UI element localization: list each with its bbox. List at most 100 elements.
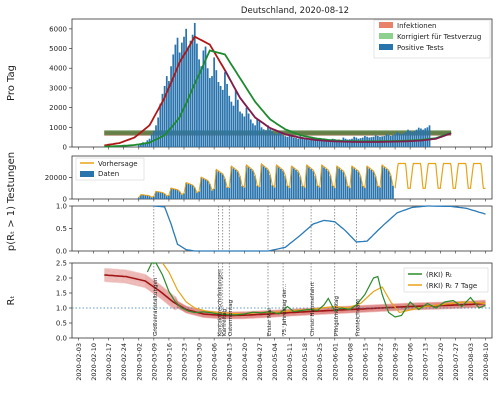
positive-tests-bar <box>327 141 330 147</box>
tests-bar <box>275 165 278 199</box>
tests-bar <box>329 175 332 199</box>
rt-band <box>104 268 486 314</box>
positive-tests-bar <box>415 129 418 147</box>
positive-tests-bar <box>208 78 211 147</box>
x-tick-label: 2020-05-18 <box>301 343 309 381</box>
event-label: Pfingstmontag <box>334 296 340 336</box>
rt-median-line <box>104 274 486 317</box>
y-axis-label: Rₜ <box>6 296 17 306</box>
tests-bar <box>208 183 211 199</box>
tests-bar <box>146 195 149 199</box>
tests-bar <box>320 165 323 199</box>
tests-bar <box>288 187 291 199</box>
positive-tests-bar <box>174 44 177 147</box>
positive-tests-bar <box>273 133 276 147</box>
tests-bar <box>168 195 170 199</box>
y-tick-label: 2000 <box>49 104 67 112</box>
rt-band <box>104 279 486 319</box>
positive-tests-bar <box>348 139 351 147</box>
tests-bar <box>176 189 179 199</box>
positive-tests-bar <box>170 66 172 147</box>
tests-bar <box>295 169 297 199</box>
positive-tests-bar <box>318 140 321 147</box>
tests-bar <box>174 189 177 199</box>
x-tick-label: 2020-03-30 <box>196 343 204 381</box>
tests-bar <box>284 175 287 199</box>
tests-bar <box>191 185 194 199</box>
tests-bar <box>297 171 300 199</box>
y-tick-label: 5000 <box>49 45 67 53</box>
x-tick-label: 2020-03-23 <box>181 343 189 381</box>
x-tick-label: 2020-06-15 <box>361 343 369 381</box>
event-label: Kontaktbeschränkungen <box>217 269 223 336</box>
positive-tests-bar <box>290 135 293 147</box>
positive-tests-bar <box>165 76 168 147</box>
tests-bar <box>215 169 218 199</box>
legend-swatch <box>379 22 393 28</box>
positive-tests-bar <box>232 105 235 147</box>
positive-tests-bar <box>264 130 267 147</box>
y-tick-label: 0 <box>63 196 67 204</box>
tests-bar <box>368 168 371 199</box>
tests-bar <box>234 169 237 199</box>
tests-bar <box>211 190 213 199</box>
tests-bar <box>183 193 185 199</box>
tests-bar <box>344 176 347 199</box>
y-tick-label: 2.5 <box>56 260 67 268</box>
positive-tests-bar <box>180 42 183 147</box>
x-tick-label: 2020-06-08 <box>346 343 354 381</box>
tests-bar <box>338 168 340 199</box>
tests-bar <box>351 166 353 199</box>
probability-line <box>153 205 486 252</box>
positive-tests-bar <box>420 128 422 147</box>
positive-tests-bar <box>243 116 246 147</box>
rt-band <box>104 269 486 314</box>
tests-bar <box>376 186 379 199</box>
positive-tests-bar <box>308 140 310 147</box>
tests-bar <box>198 191 200 199</box>
positive-tests-bar <box>198 59 200 148</box>
positive-tests-bar <box>323 139 325 147</box>
positive-tests-bar <box>202 50 205 148</box>
positive-tests-bar <box>217 82 220 147</box>
tests-bar <box>299 176 302 199</box>
tests-bar <box>247 167 250 199</box>
positive-tests-bar <box>157 117 160 147</box>
rki-rt-7-tage-line <box>162 262 486 315</box>
panel-frame-3 <box>71 205 493 252</box>
positive-tests-bar <box>183 36 185 147</box>
x-tick-label: 2020-02-24 <box>120 343 128 381</box>
positive-tests-bar <box>200 66 203 147</box>
tests-bar <box>219 172 222 199</box>
legend-swatch <box>379 33 393 39</box>
positive-tests-bar <box>305 139 308 147</box>
overlap-line <box>224 69 452 143</box>
positive-tests-bar <box>172 54 175 148</box>
tests-bar <box>314 175 317 199</box>
positive-tests-bar <box>282 135 284 147</box>
positive-tests-bar <box>239 111 241 147</box>
tests-forecast-overlay <box>138 162 394 198</box>
vorhersage-line <box>394 162 486 189</box>
legend-swatch <box>80 171 94 177</box>
positive-tests-bar <box>338 139 340 147</box>
positive-tests-bar <box>196 43 198 148</box>
tests-bar <box>187 183 190 199</box>
tests-bar <box>236 171 239 199</box>
tests-bar <box>379 187 381 199</box>
x-tick-label: 2020-08-03 <box>467 343 475 381</box>
x-tick-label: 2020-05-04 <box>271 343 279 381</box>
positive-tests-bar <box>211 76 213 147</box>
legend-label: Infektionen <box>397 22 436 30</box>
legend-swatch <box>379 44 393 50</box>
tests-bar <box>144 195 147 199</box>
event-label: Karfreitag <box>222 309 228 336</box>
positive-tests-bar <box>351 138 353 147</box>
tests-bar <box>155 191 157 199</box>
positive-tests-bar <box>344 138 347 147</box>
tests-bar <box>286 185 289 199</box>
x-tick-label: 2020-02-17 <box>105 343 113 381</box>
event-label: Großveranstaltungen <box>153 277 159 336</box>
positive-tests-bar <box>260 127 263 147</box>
positive-tests-bar <box>254 125 256 147</box>
